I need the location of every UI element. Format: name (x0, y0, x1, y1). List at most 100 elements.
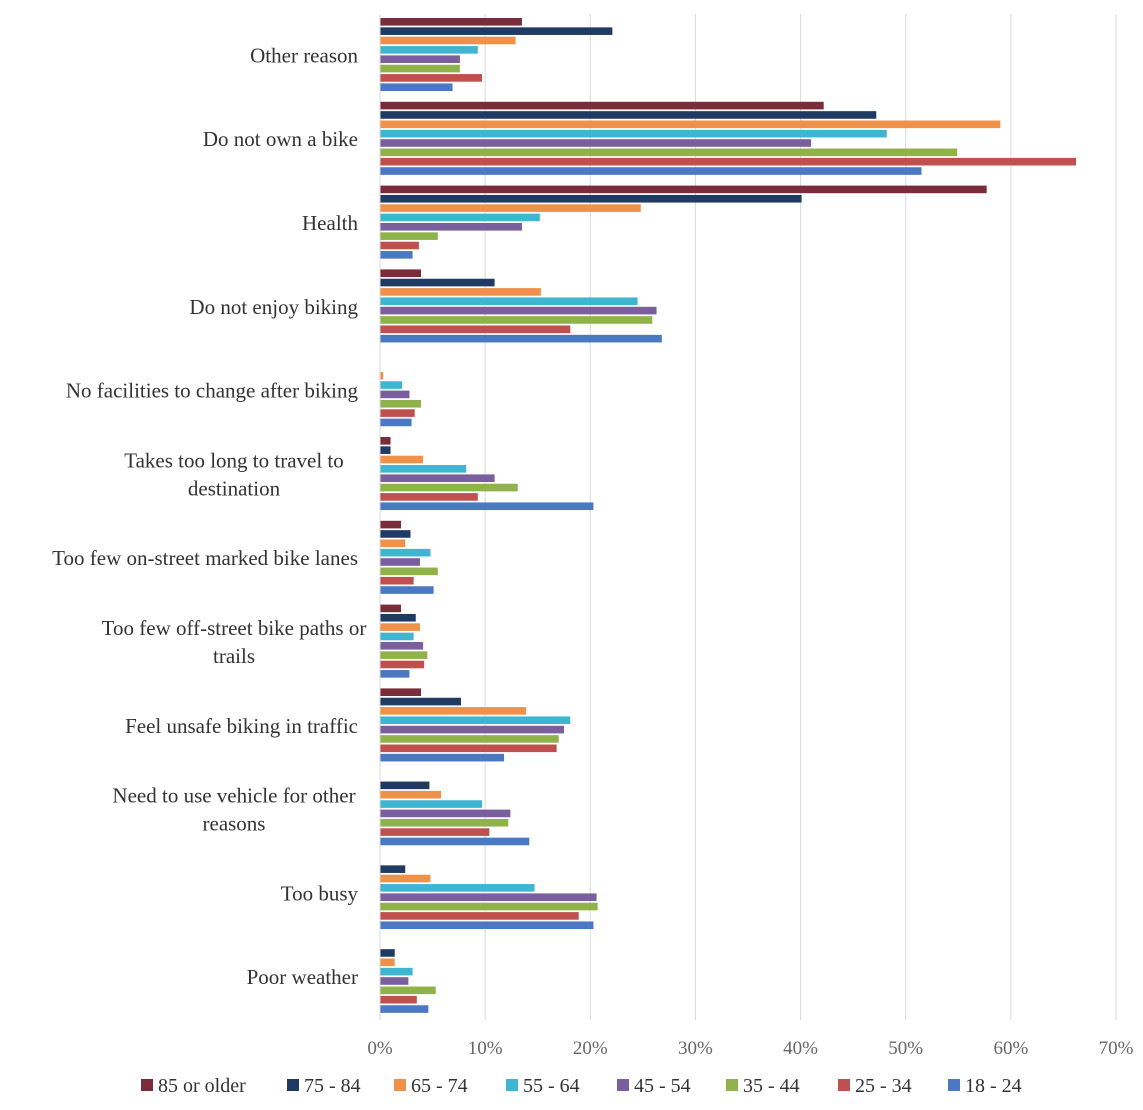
legend-label-35-44: 35 - 44 (743, 1075, 800, 1097)
bar-55-64-do-not-own-a-bike (380, 129, 887, 138)
legend-label-55-64: 55 - 64 (523, 1075, 580, 1097)
bar-45-54-too-busy (380, 893, 597, 901)
bar-85-or-older-takes-too-long-to-travel-to-destination (380, 437, 391, 445)
bar-25-34-health (380, 241, 419, 250)
bar-25-34-do-not-own-a-bike (380, 157, 1077, 166)
x-tick-label: 50% (888, 1038, 923, 1059)
legend-swatch-75-84 (287, 1079, 299, 1091)
bar-65-74-do-not-own-a-bike (380, 120, 1001, 129)
bar-65-74-too-few-off-street-bike-paths-or-trails (380, 623, 420, 631)
bar-18-24-need-to-use-vehicle-for-other-reasons (380, 837, 530, 846)
bar-65-74-takes-too-long-to-travel-to-destination (380, 455, 424, 464)
bar-55-64-do-not-enjoy-biking (380, 297, 638, 306)
legend-label-18-24: 18 - 24 (965, 1075, 1022, 1097)
bar-25-34-too-few-on-street-marked-bike-lanes (380, 576, 414, 585)
bar-65-74-feel-unsafe-biking-in-traffic (380, 707, 527, 715)
legend-label-25-34: 25 - 34 (855, 1075, 912, 1097)
bar-35-44-do-not-own-a-bike (380, 148, 958, 157)
bar-18-24-poor-weather (380, 1005, 429, 1013)
bar-35-44-too-busy (380, 902, 598, 911)
category-label: trails (213, 644, 255, 668)
bar-65-74-need-to-use-vehicle-for-other-reasons (380, 790, 441, 799)
bar-25-34-too-few-off-street-bike-paths-or-trails (380, 660, 425, 669)
category-label: Takes too long to travel to (124, 448, 344, 472)
bar-25-34-no-facilities-to-change-after-biking (380, 409, 415, 417)
category-label: Do not enjoy biking (189, 295, 358, 319)
legend-swatch-55-64 (506, 1079, 518, 1091)
bar-65-74-other-reason (380, 36, 516, 45)
bar-85-or-older-too-few-off-street-bike-paths-or-trails (380, 604, 402, 613)
category-label: Need to use vehicle for other (112, 784, 355, 808)
legend-label-85-or-older: 85 or older (158, 1075, 246, 1097)
category-label: Other reason (250, 43, 358, 67)
category-label: destination (188, 476, 281, 500)
legend-label-75-84: 75 - 84 (304, 1075, 361, 1097)
bar-18-24-do-not-enjoy-biking (380, 334, 662, 343)
bar-65-74-too-few-on-street-marked-bike-lanes (380, 539, 406, 548)
bar-85-or-older-do-not-enjoy-biking (380, 269, 422, 277)
bar-55-64-poor-weather (380, 967, 413, 976)
bar-18-24-feel-unsafe-biking-in-traffic (380, 753, 505, 762)
bar-45-54-do-not-enjoy-biking (380, 306, 657, 315)
bar-75-84-health (380, 194, 802, 203)
bar-18-24-too-few-off-street-bike-paths-or-trails (380, 670, 410, 678)
bar-18-24-takes-too-long-to-travel-to-destination (380, 502, 594, 511)
bar-45-54-no-facilities-to-change-after-biking (380, 390, 410, 399)
bar-35-44-poor-weather (380, 986, 436, 995)
bar-75-84-do-not-enjoy-biking (380, 278, 495, 287)
bar-55-64-health (380, 213, 540, 222)
bar-18-24-do-not-own-a-bike (380, 167, 922, 175)
bar-55-64-feel-unsafe-biking-in-traffic (380, 716, 571, 725)
bar-85-or-older-too-few-on-street-marked-bike-lanes (380, 520, 402, 529)
x-tick-label: 40% (783, 1038, 818, 1059)
bar-75-84-too-few-off-street-bike-paths-or-trails (380, 613, 416, 622)
bar-45-54-need-to-use-vehicle-for-other-reasons (380, 809, 511, 818)
x-tick-label: 30% (678, 1038, 713, 1059)
bar-75-84-feel-unsafe-biking-in-traffic (380, 697, 461, 706)
bar-25-34-other-reason (380, 74, 482, 82)
legend-swatch-45-54 (617, 1079, 629, 1091)
bar-75-84-too-busy (380, 865, 406, 873)
bar-25-34-too-busy (380, 912, 579, 920)
category-label: Health (302, 211, 358, 235)
bar-18-24-health (380, 251, 413, 259)
bar-65-74-poor-weather (380, 958, 395, 967)
bar-35-44-too-few-off-street-bike-paths-or-trails (380, 651, 428, 659)
bar-45-54-do-not-own-a-bike (380, 139, 812, 147)
bar-45-54-health (380, 223, 522, 231)
bar-18-24-other-reason (380, 83, 453, 92)
category-label: Too busy (281, 881, 359, 905)
category-label: Too few off-street bike paths or (102, 616, 367, 640)
bar-55-64-too-few-on-street-marked-bike-lanes (380, 548, 431, 557)
x-tick-label: 0% (367, 1038, 393, 1059)
bar-25-34-need-to-use-vehicle-for-other-reasons (380, 828, 490, 836)
legend: 85 or older 75 - 84 65 - 74 55 - 64 45 - 54 3… (141, 1075, 1022, 1097)
bar-85-or-older-feel-unsafe-biking-in-traffic (380, 688, 422, 696)
category-label: reasons (203, 812, 266, 836)
bar-75-84-too-few-on-street-marked-bike-lanes (380, 530, 411, 538)
category-label: Too few on-street marked bike lanes (52, 546, 358, 570)
bar-45-54-poor-weather (380, 977, 409, 985)
bar-55-64-no-facilities-to-change-after-biking (380, 381, 403, 389)
bar-25-34-do-not-enjoy-biking (380, 325, 571, 334)
legend-swatch-65-74 (394, 1079, 406, 1091)
bar-18-24-too-busy (380, 921, 594, 930)
category-label: Do not own a bike (203, 127, 358, 151)
bar-35-44-takes-too-long-to-travel-to-destination (380, 483, 518, 492)
category-label: Poor weather (247, 965, 358, 989)
bar-25-34-takes-too-long-to-travel-to-destination (380, 493, 478, 501)
bar-55-64-too-busy (380, 884, 535, 892)
bar-18-24-no-facilities-to-change-after-biking (380, 418, 412, 427)
bar-75-84-other-reason (380, 27, 613, 35)
legend-label-45-54: 45 - 54 (634, 1075, 691, 1097)
bar-35-44-do-not-enjoy-biking (380, 316, 653, 324)
bar-45-54-too-few-off-street-bike-paths-or-trails (380, 642, 424, 650)
legend-swatch-35-44 (726, 1079, 738, 1091)
bar-35-44-feel-unsafe-biking-in-traffic (380, 735, 559, 743)
bar-55-64-other-reason (380, 46, 478, 54)
bar-35-44-health (380, 232, 438, 240)
legend-label-65-74: 65 - 74 (411, 1075, 468, 1097)
legend-swatch-18-24 (948, 1079, 960, 1091)
bar-35-44-need-to-use-vehicle-for-other-reasons (380, 818, 509, 827)
